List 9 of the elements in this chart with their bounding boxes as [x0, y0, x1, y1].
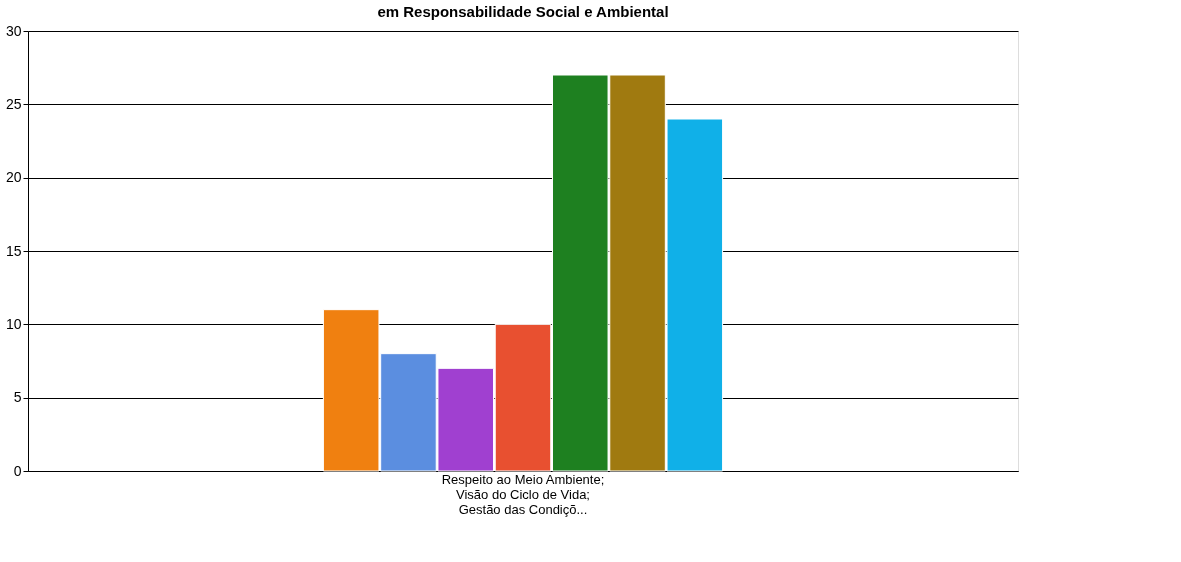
y-tick-label: 10: [5, 315, 22, 332]
y-tick-label: 15: [5, 242, 22, 259]
y-tick-label: 25: [5, 95, 22, 112]
x-tick-label: Respeito ao Meio Ambiente; Visão do Ciclo de Vida; Gestão das Condiçõ...: [441, 471, 605, 517]
chart-title: em Responsabilidade Social e Ambiental: [377, 3, 669, 20]
y-tick-label: 20: [5, 169, 22, 186]
y-tick-label: 0: [13, 462, 22, 479]
y-tick-label: 5: [13, 389, 22, 406]
y-tick-label: 30: [5, 22, 22, 39]
